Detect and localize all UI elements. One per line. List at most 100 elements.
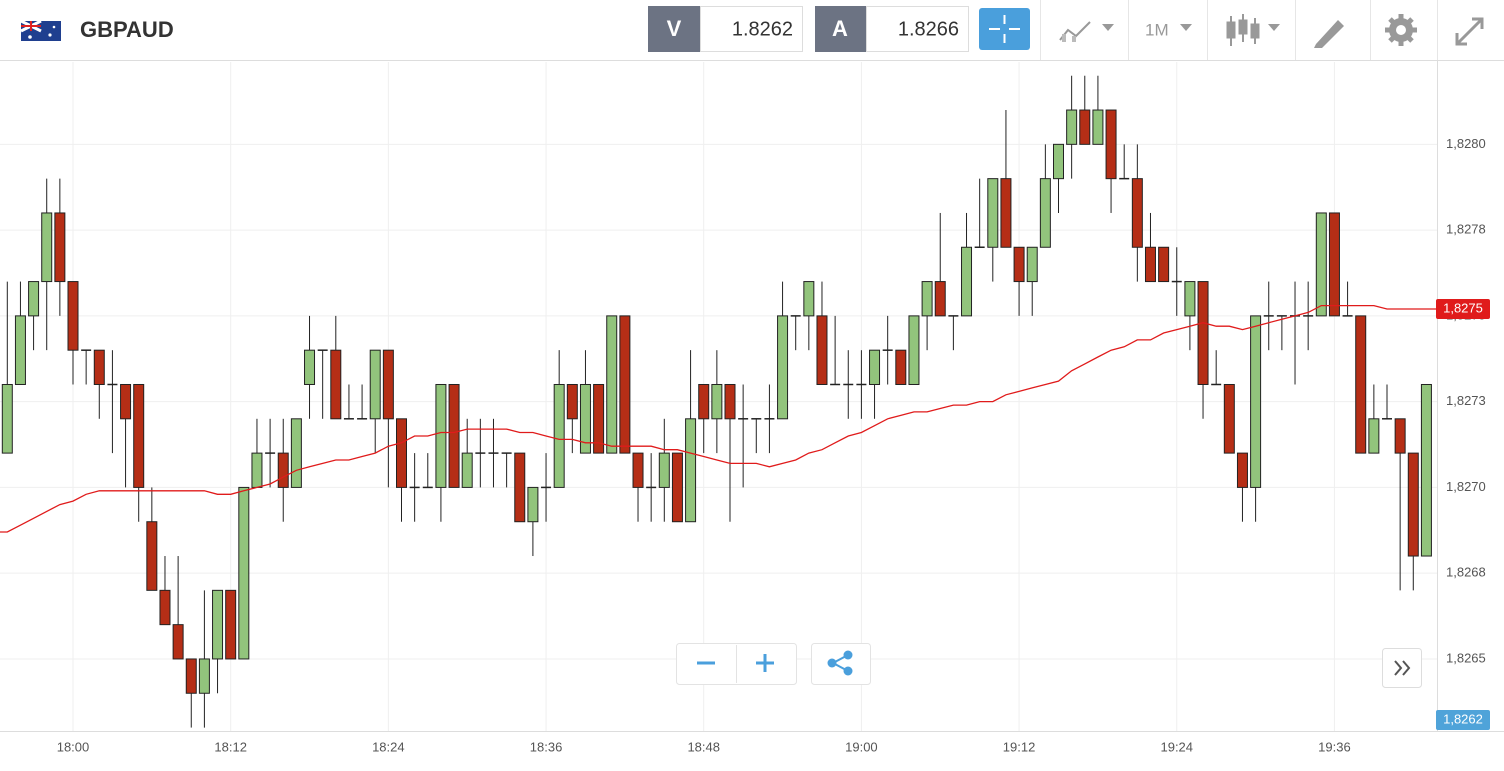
moving-average-line bbox=[0, 304, 1437, 533]
candle-body bbox=[698, 383, 710, 420]
candle-body bbox=[724, 383, 736, 420]
candle bbox=[711, 350, 723, 454]
candle-body bbox=[711, 383, 723, 420]
candle bbox=[751, 418, 762, 454]
fullscreen-button[interactable] bbox=[1455, 17, 1484, 46]
x-tick-label: 18:48 bbox=[687, 739, 720, 754]
candle-body bbox=[593, 383, 605, 454]
x-tick-label: 18:00 bbox=[57, 739, 90, 754]
candle-body bbox=[553, 383, 565, 488]
candle-body bbox=[290, 418, 302, 488]
sell-button[interactable]: V 1.8262 bbox=[648, 6, 803, 52]
candle bbox=[1197, 281, 1209, 419]
candle bbox=[1407, 452, 1419, 591]
candle-body bbox=[908, 315, 920, 385]
candle-body bbox=[671, 452, 683, 523]
candle bbox=[93, 349, 105, 419]
candle bbox=[1158, 246, 1170, 283]
candle-body bbox=[1158, 246, 1170, 283]
crosshair-button[interactable] bbox=[979, 8, 1030, 50]
candle bbox=[1144, 212, 1156, 283]
candle bbox=[133, 383, 145, 522]
candle-body bbox=[159, 589, 171, 626]
candle-body bbox=[1420, 383, 1432, 557]
candle-body bbox=[527, 486, 539, 523]
candle bbox=[435, 383, 447, 522]
candle bbox=[265, 418, 276, 488]
candle bbox=[1223, 383, 1235, 454]
candle-body bbox=[396, 418, 407, 488]
share-button[interactable] bbox=[811, 643, 871, 685]
candle bbox=[1250, 315, 1262, 522]
candle bbox=[120, 383, 132, 488]
candle-body bbox=[1026, 246, 1038, 283]
candle bbox=[1276, 315, 1287, 351]
candle bbox=[1026, 246, 1038, 316]
candle bbox=[1382, 384, 1392, 420]
candle bbox=[566, 383, 578, 454]
candle bbox=[671, 452, 683, 523]
scroll-right-button[interactable] bbox=[1382, 648, 1422, 688]
x-tick-label: 19:24 bbox=[1160, 739, 1193, 754]
candle bbox=[1290, 281, 1301, 385]
candle bbox=[14, 281, 26, 385]
candle-body bbox=[172, 624, 184, 660]
candle bbox=[1013, 246, 1025, 316]
candle bbox=[382, 349, 394, 488]
candle bbox=[488, 418, 499, 488]
candle-body bbox=[238, 486, 250, 660]
candle bbox=[764, 384, 775, 454]
settings-button[interactable] bbox=[1385, 14, 1417, 46]
candle bbox=[81, 349, 92, 385]
candle-body bbox=[803, 281, 815, 317]
candle-body bbox=[658, 452, 670, 488]
zoom-in-button[interactable] bbox=[756, 654, 774, 672]
buy-button[interactable]: A 1.8266 bbox=[815, 6, 969, 52]
candle bbox=[238, 486, 250, 660]
candle-body bbox=[632, 452, 644, 488]
candle bbox=[1394, 418, 1406, 591]
candle-body bbox=[54, 212, 66, 283]
candle bbox=[1105, 109, 1117, 213]
candle-body bbox=[1039, 178, 1051, 248]
draw-button[interactable] bbox=[1314, 20, 1344, 48]
candle bbox=[1342, 281, 1353, 317]
candle bbox=[869, 349, 881, 419]
candle-body bbox=[93, 349, 105, 385]
candle-body bbox=[987, 178, 999, 248]
candle bbox=[54, 178, 66, 316]
candle bbox=[107, 350, 118, 454]
candle-body bbox=[212, 589, 224, 660]
candle bbox=[1066, 75, 1078, 179]
candle-body bbox=[619, 315, 631, 454]
candle bbox=[396, 418, 407, 522]
chart-type-button[interactable] bbox=[1226, 14, 1280, 46]
candle-body bbox=[133, 383, 145, 488]
moving-average-tag bbox=[1436, 299, 1490, 320]
candle bbox=[1236, 452, 1248, 522]
candle bbox=[251, 418, 263, 488]
candle bbox=[790, 315, 801, 351]
candle bbox=[343, 384, 354, 420]
candle-body bbox=[1105, 109, 1117, 180]
candle-body bbox=[277, 452, 289, 488]
candle bbox=[501, 452, 512, 488]
candle bbox=[738, 384, 749, 488]
candle bbox=[67, 281, 79, 385]
indicator-button[interactable] bbox=[1059, 21, 1114, 42]
candle bbox=[212, 589, 224, 694]
candle bbox=[461, 418, 473, 488]
candle-body bbox=[1144, 246, 1156, 283]
candle-body bbox=[304, 349, 316, 385]
candle bbox=[198, 590, 210, 728]
candle bbox=[579, 350, 591, 454]
candle bbox=[277, 418, 289, 522]
candle bbox=[856, 350, 867, 419]
candle-body bbox=[1053, 143, 1064, 180]
candle bbox=[172, 556, 184, 660]
candle bbox=[1368, 384, 1380, 454]
timeframe-button[interactable]: 1M bbox=[1145, 20, 1192, 39]
y-tick-label: 1,8278 bbox=[1446, 222, 1486, 237]
flag bbox=[20, 19, 61, 41]
candle-body bbox=[185, 658, 197, 694]
